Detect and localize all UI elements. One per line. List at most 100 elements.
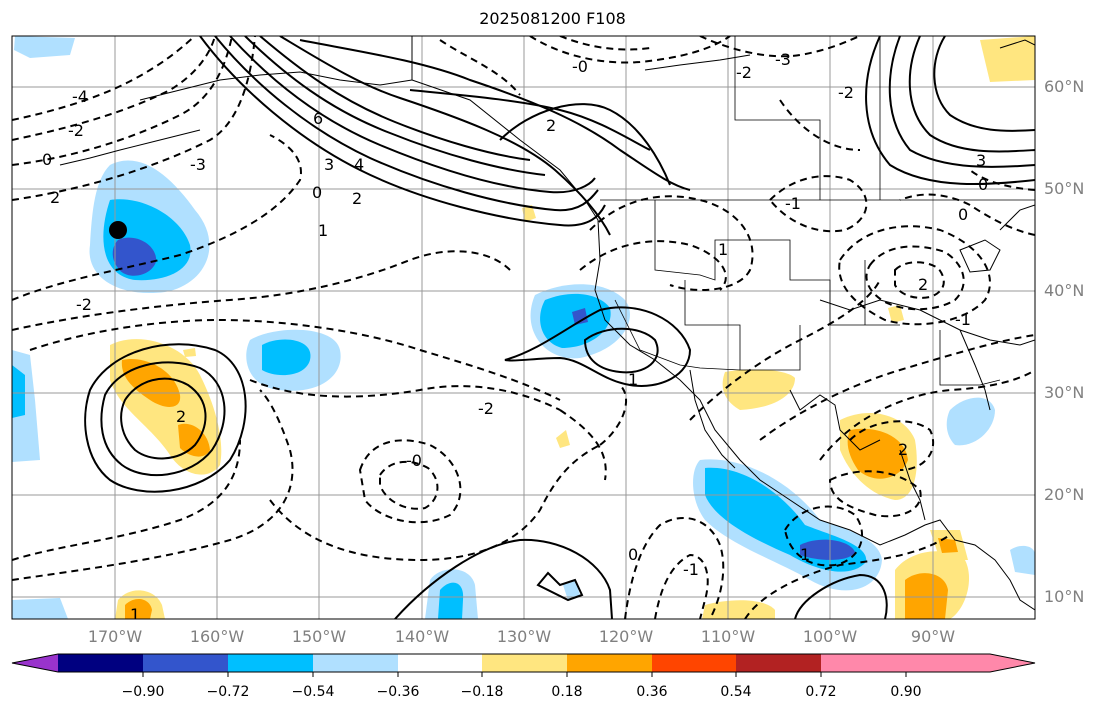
colorbar-segment xyxy=(736,654,821,672)
shaded-anomalies xyxy=(12,36,1035,619)
colorbar-tick-label: 0.90 xyxy=(890,684,922,700)
negative-anomaly-region xyxy=(112,237,157,276)
contour-label: -1 xyxy=(683,560,699,579)
contour-label: 0 xyxy=(978,175,988,194)
colorbar-tick-label: −0.54 xyxy=(291,684,335,700)
positive-anomaly-region xyxy=(905,573,948,619)
colorbar-segment xyxy=(821,654,906,672)
colorbar-tick-label: −0.72 xyxy=(206,684,250,700)
colorbar-tick-label: −0.90 xyxy=(121,684,165,700)
positive-anomaly-region xyxy=(522,205,536,222)
colorbar-tick-label: 0.18 xyxy=(551,684,583,700)
colorbar-tick-label: −0.36 xyxy=(376,684,420,700)
contour-label: -0 xyxy=(406,451,422,470)
negative-anomaly-region xyxy=(12,598,68,619)
contour-label: -1 xyxy=(785,194,801,213)
contour-label: 2 xyxy=(50,188,60,207)
map-frame xyxy=(11,35,1036,620)
positive-contour xyxy=(299,39,691,191)
positive-contour xyxy=(199,36,606,227)
lon-label: 100°W xyxy=(802,627,858,646)
positive-contour xyxy=(214,36,599,212)
contour-label: 2 xyxy=(918,275,928,294)
lon-label: 160°W xyxy=(189,627,245,646)
negative-contour xyxy=(12,36,233,166)
negative-contour xyxy=(439,39,521,96)
contour-label: 2 xyxy=(898,440,908,459)
negative-contour xyxy=(779,99,861,151)
lon-label: 140°W xyxy=(394,627,450,646)
negative-contour xyxy=(12,439,241,561)
positive-anomaly-region xyxy=(125,598,152,619)
colorbar-segment xyxy=(313,654,398,672)
contour-label: -3 xyxy=(775,50,791,69)
colorbar-tick-label: 0.54 xyxy=(720,684,752,700)
negative-contour xyxy=(269,444,601,562)
negative-contour xyxy=(783,505,864,567)
negative-contour xyxy=(12,134,302,301)
colorbar-tick-label: 0.72 xyxy=(805,684,837,700)
negative-contour xyxy=(654,553,709,619)
negative-contour xyxy=(894,261,945,299)
lon-label: 120°W xyxy=(598,627,654,646)
positive-contour xyxy=(100,361,226,477)
positive-contour xyxy=(499,103,671,186)
negative-contour xyxy=(358,439,462,524)
negative-contour xyxy=(819,369,1035,461)
colorbar-segment xyxy=(652,654,736,672)
colorbar-outline xyxy=(11,653,1036,673)
negative-anomaly-region xyxy=(563,580,580,600)
map-plot-area: -4 -2 0 2 -3 -2 6 3 4 0 2 1 -0 -3 -2 -2 … xyxy=(12,36,1035,619)
lat-label: 30°N xyxy=(1044,383,1085,402)
negative-contour xyxy=(12,36,216,141)
positive-anomaly-region xyxy=(183,348,196,357)
negative-contour xyxy=(379,460,439,510)
contour-label: 6 xyxy=(313,109,323,128)
negative-contour xyxy=(599,384,627,446)
contour-labels: -4 -2 0 2 -3 -2 6 3 4 0 2 1 -0 -3 -2 -2 … xyxy=(42,50,988,619)
lat-label: 10°N xyxy=(1044,587,1085,606)
positive-anomaly-region xyxy=(847,428,908,479)
contour-label: -1 xyxy=(955,310,971,329)
colorbar-segment xyxy=(58,654,143,672)
colorbar-max-extension xyxy=(906,654,1035,672)
contour-label: -4 xyxy=(72,87,88,106)
colorbar-segment xyxy=(398,654,482,672)
positive-anomaly-region xyxy=(980,36,1035,82)
negative-contour xyxy=(899,193,1035,236)
positive-contour xyxy=(504,306,692,387)
positive-anomaly-region xyxy=(888,305,904,323)
contour-label: 3 xyxy=(324,155,334,174)
positive-contour xyxy=(908,36,1035,153)
positive-contour xyxy=(120,377,207,460)
contour-label: 4 xyxy=(354,155,364,174)
negative-contour xyxy=(579,240,727,291)
positive-contour xyxy=(888,36,1035,168)
negative-anomaly-region xyxy=(572,308,588,325)
lat-label: 50°N xyxy=(1044,179,1085,198)
negative-contour xyxy=(699,36,861,58)
negative-contour xyxy=(838,225,991,326)
contour-label: -0 xyxy=(572,57,588,76)
colorbar-segment xyxy=(482,654,567,672)
contour-label: 0 xyxy=(42,150,52,169)
positive-contour xyxy=(259,36,531,161)
negative-contour xyxy=(759,334,1035,441)
positive-contour xyxy=(394,538,613,619)
positive-contour xyxy=(84,343,247,493)
contour-label: -2 xyxy=(478,399,494,418)
political-boundaries xyxy=(600,36,1035,386)
station-marker xyxy=(109,221,127,239)
negative-contour xyxy=(12,250,511,331)
colorbar-min-extension xyxy=(12,654,58,672)
negative-contour xyxy=(12,389,294,581)
positive-anomaly-region xyxy=(722,369,795,410)
colorbar-segment xyxy=(143,654,228,672)
positive-contour xyxy=(229,36,596,194)
negative-anomaly-region xyxy=(12,365,25,418)
positive-anomaly-region xyxy=(938,538,958,553)
contour-label: 0 xyxy=(312,183,322,202)
positive-contour xyxy=(583,327,659,374)
positive-anomaly-region xyxy=(121,359,181,407)
